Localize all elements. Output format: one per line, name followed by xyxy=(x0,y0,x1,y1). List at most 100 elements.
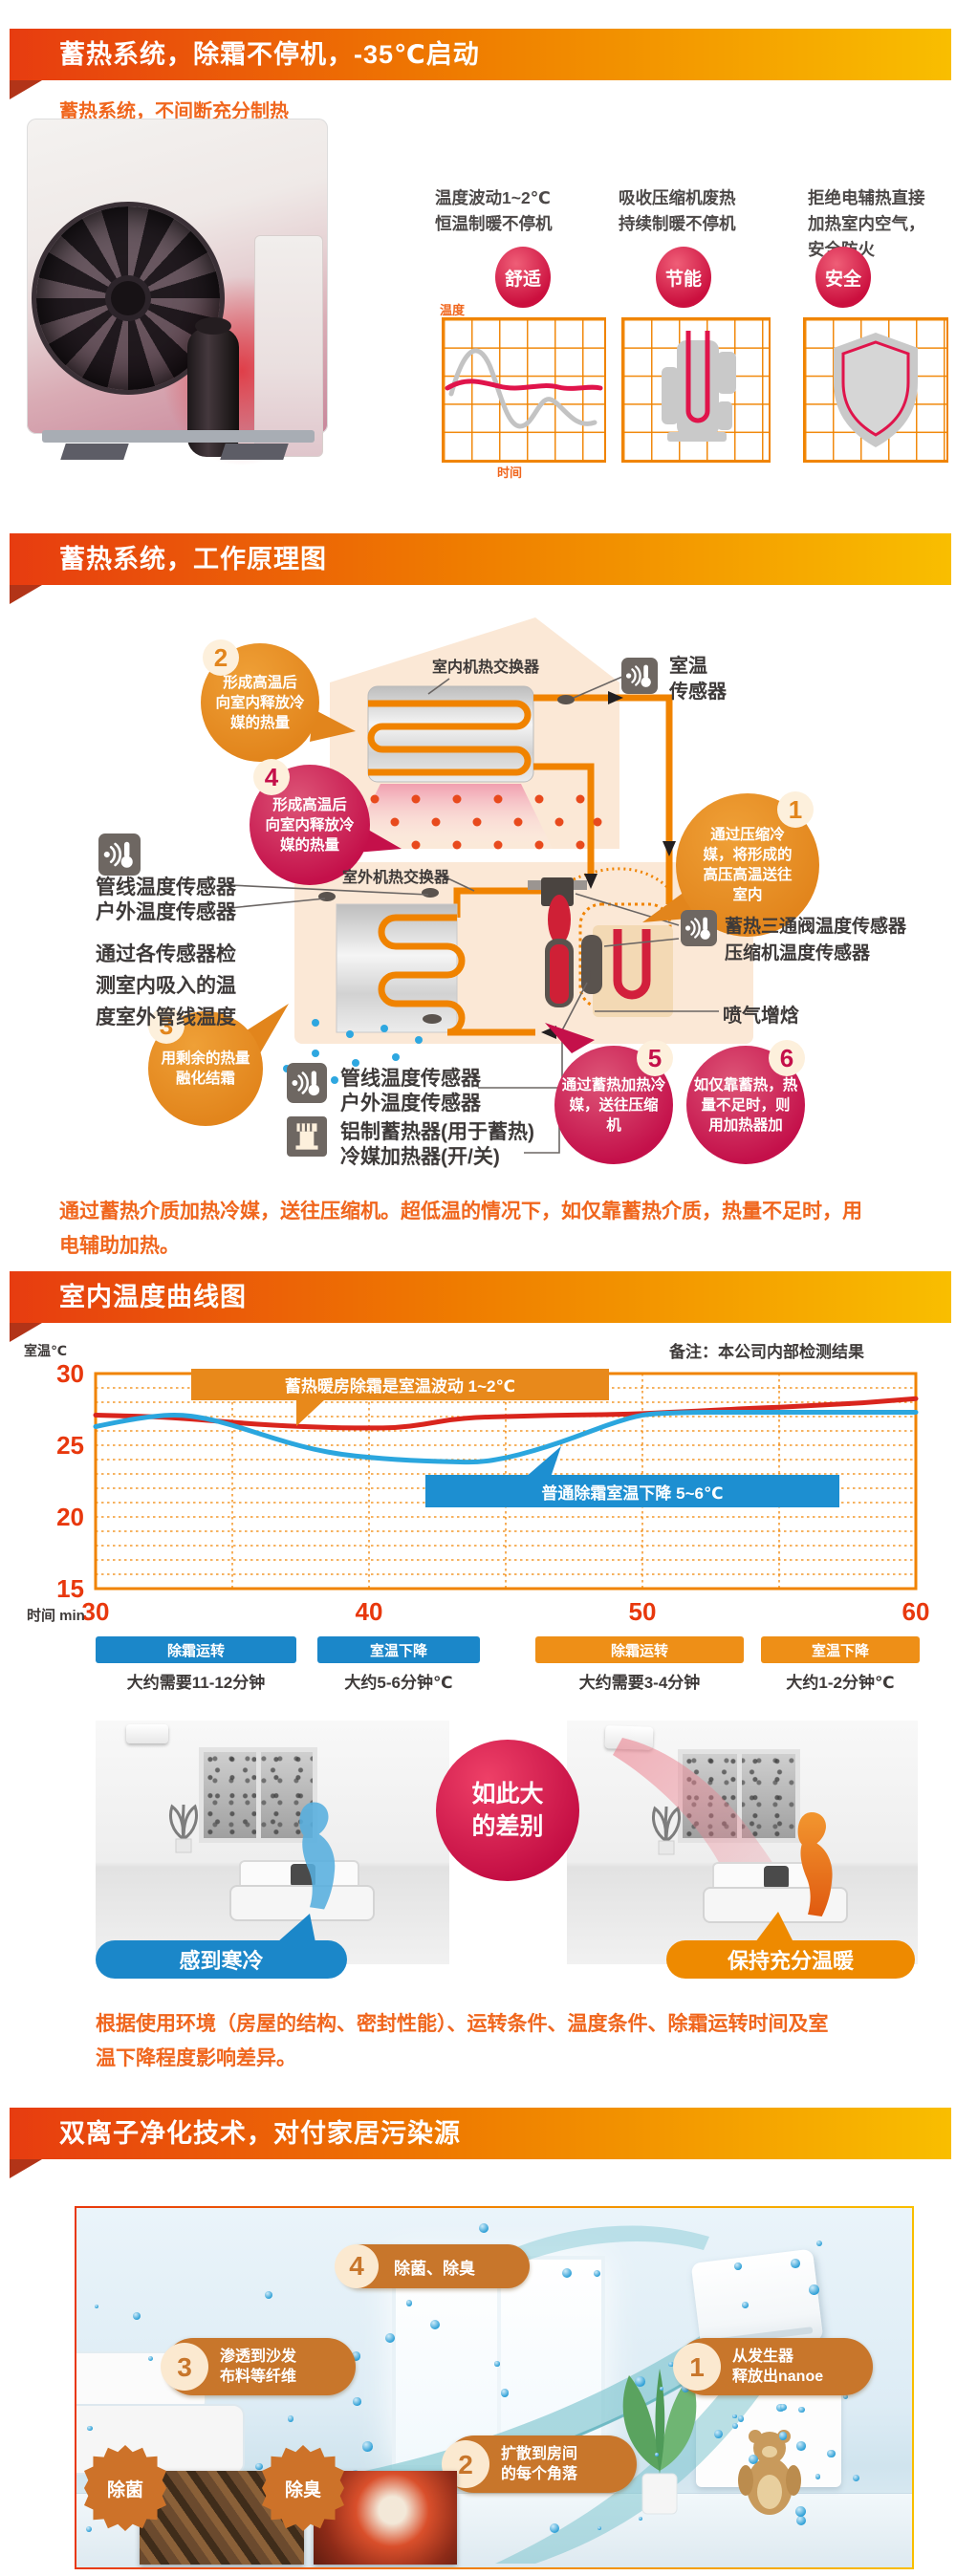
valve-temperature-sensor-icon xyxy=(681,910,717,946)
cold-room-photo xyxy=(96,1721,449,1964)
step-bubble-4: 4 形成高温后 向室内释放冷 媒的热量 xyxy=(250,759,370,885)
person-silhouette-cold xyxy=(299,1802,336,1910)
step-pill-3: 3 渗透到沙发 布料等纤维 xyxy=(161,2338,356,2395)
step-number: 1 xyxy=(777,791,814,828)
label-valve-sensor: 蓄热三通阀温度传感器 xyxy=(725,917,907,937)
step-number: 2 xyxy=(203,639,239,676)
svg-text:40: 40 xyxy=(356,1597,383,1626)
svg-text:30: 30 xyxy=(82,1597,110,1626)
step-text: 如仅靠蓄热，热 量不足时，则 用加热器加 xyxy=(693,1076,798,1134)
purification-scene-frame: 4 除菌、除臭 3 渗透到沙发 布料等纤维 1 从发生器 释放出nanoe 2 … xyxy=(75,2206,914,2569)
badge-caption: 大约5-6分钟℃ xyxy=(344,1674,453,1692)
banner-heat-storage-system: 蓄热系统，除霜不停机，-35℃启动 xyxy=(10,29,951,99)
label-refrigerant-heater: 冷媒加热器(开/关) xyxy=(340,1146,500,1168)
feature-desc-comfort: 温度波动1~2℃ 恒温制暖不停机 xyxy=(435,188,553,233)
step-pill-1: 1 从发生器 释放出nanoe xyxy=(673,2338,873,2395)
svg-text:25: 25 xyxy=(56,1431,84,1460)
unit-foot xyxy=(60,444,129,460)
section-subtitle: 蓄热系统，不间断充分制热 xyxy=(59,101,289,122)
big-difference-badge: 如此大 的差别 xyxy=(436,1740,579,1881)
plant xyxy=(652,1806,681,1855)
step-bubble-3: 3 用剩余的热量 融化结霜 xyxy=(148,1007,263,1126)
base-rail xyxy=(42,430,315,443)
step-text: 通过蓄热加热冷 媒，送往压缩 机 xyxy=(561,1076,666,1134)
badge-defrost-run-storage: 除霜运转 xyxy=(535,1636,744,1663)
badge-comfort: 舒适 xyxy=(495,247,551,308)
heat-accumulator-icon xyxy=(287,1116,327,1157)
badge-caption: 大约需要3-4分钟 xyxy=(578,1674,701,1692)
step-text: 形成高温后 向室内释放冷 媒的热量 xyxy=(265,796,355,854)
teddy-bear xyxy=(738,2430,801,2515)
warm-airflow xyxy=(613,1738,781,1891)
conditions-caption: 根据使用环境（房屋的结构、密封性能）、运转条件、温度条件、除霜运转时间及室 温下… xyxy=(96,2013,829,2069)
banner-title: 双离子净化技术，对付家居污染源 xyxy=(59,2119,461,2148)
annotation-normal-defrost: 普通除霜室温下降 5~6℃ xyxy=(425,1475,839,1507)
badge-safety: 安全 xyxy=(815,247,871,308)
compressor-cap xyxy=(195,317,231,335)
pipe-temperature-sensor-icon xyxy=(287,1063,327,1103)
badge-defrost-run-normal: 除霜运转 xyxy=(96,1636,296,1663)
badge-energy: 节能 xyxy=(656,247,711,308)
banner-fold xyxy=(10,585,42,604)
mini-axis-temperature: 温度 xyxy=(440,303,466,317)
svg-text:60: 60 xyxy=(902,1597,930,1626)
feels-cold-callout: 感到寒冷 xyxy=(96,1940,347,1979)
step-text: 用剩余的热量 融化结霜 xyxy=(161,1050,250,1087)
badge-temp-drop-normal: 室温下降 xyxy=(317,1636,480,1663)
deodorize-sticker: 除臭 xyxy=(262,2445,344,2531)
badge-caption: 大约1-2分钟℃ xyxy=(786,1674,895,1692)
y-axis-label: 室温℃ xyxy=(24,1343,67,1358)
step-number: 4 xyxy=(335,2244,379,2288)
step-number: 4 xyxy=(253,759,290,795)
temperature-wave-icon xyxy=(445,348,603,429)
svg-text:30: 30 xyxy=(56,1359,84,1388)
person-silhouette-warm xyxy=(797,1812,833,1916)
x-axis-label: 时间 min xyxy=(27,1608,85,1624)
step-text: 从发生器 释放出nanoe xyxy=(732,2349,824,2385)
stays-warm-callout: 保持充分温暖 xyxy=(666,1940,915,1979)
purification-scene: 4 除菌、除臭 3 渗透到沙发 布料等纤维 1 从发生器 释放出nanoe 2 … xyxy=(76,2208,912,2567)
banner-dual-ion: 双离子净化技术，对付家居污染源 xyxy=(10,2108,951,2178)
step-text: 渗透到沙发 布料等纤维 xyxy=(220,2349,297,2385)
compressor-icon xyxy=(662,331,736,442)
banner-fold xyxy=(10,2159,42,2178)
principle-caption: 通过蓄热介质加热冷媒，送往压缩机。超低温的情况下，如仅靠蓄热介质，热量不足时，用… xyxy=(59,1201,862,1257)
fan-hub xyxy=(111,281,145,315)
grid-temperature-wave xyxy=(442,317,606,463)
grid-shield xyxy=(803,317,948,463)
grid-compressor xyxy=(621,317,771,463)
temperature-sensor-icon xyxy=(98,833,141,876)
banner-title: 蓄热系统，除霜不停机，-35℃启动 xyxy=(59,40,480,69)
warm-room-photo xyxy=(567,1721,918,1964)
banner-temperature-curve: 室内温度曲线图 xyxy=(10,1271,951,1342)
badge-temp-drop-storage: 室温下降 xyxy=(761,1636,920,1663)
unit-foot xyxy=(220,444,289,460)
indoor-temperature-chart: 室温℃ 备注：本公司内部检测结果 30 25 20 15 30 40 50 60 蓄热暖房除霜… xyxy=(0,1333,956,1658)
svg-text:20: 20 xyxy=(56,1503,84,1531)
working-principle-diagram xyxy=(228,617,753,1154)
banner-working-principle: 蓄热系统，工作原理图 xyxy=(10,533,951,604)
step-text: 通过压缩冷 媒，将形成的 高压高温送往 室内 xyxy=(703,827,793,903)
label-detect-note: 通过各传感器检 测室内吸入的温 度室外管线温度 xyxy=(96,943,236,1028)
label-outdoor-heat-exchanger: 室外机热交换器 xyxy=(342,870,450,886)
side-panel xyxy=(254,235,323,457)
sofa-seat xyxy=(229,1885,375,1921)
step-text: 形成高温后 向室内释放冷 媒的热量 xyxy=(215,674,305,731)
step-number: 3 xyxy=(161,2343,208,2391)
step-text: 扩散到房间 的每个角落 xyxy=(501,2446,578,2482)
banner-title: 蓄热系统，工作原理图 xyxy=(59,545,327,574)
step-number: 2 xyxy=(442,2440,489,2488)
label-outdoor-sensor-2: 户外温度传感器 xyxy=(340,1093,481,1115)
step-pill-2: 2 扩散到房间 的每个角落 xyxy=(442,2435,637,2493)
banner-fold xyxy=(10,80,42,99)
label-pipe-sensor-2: 管线温度传感器 xyxy=(340,1068,481,1090)
step-pill-4: 4 除菌、除臭 xyxy=(335,2244,530,2288)
window xyxy=(199,1747,317,1843)
label-room-sensor: 室温 传感器 xyxy=(669,656,727,703)
label-enthalpy-injection: 喷气增焓 xyxy=(723,1006,799,1027)
feature-desc-energy: 吸收压缩机废热 持续制暖不停机 xyxy=(619,188,736,233)
mini-axis-time: 时间 xyxy=(497,465,523,480)
svg-text:50: 50 xyxy=(629,1597,657,1626)
